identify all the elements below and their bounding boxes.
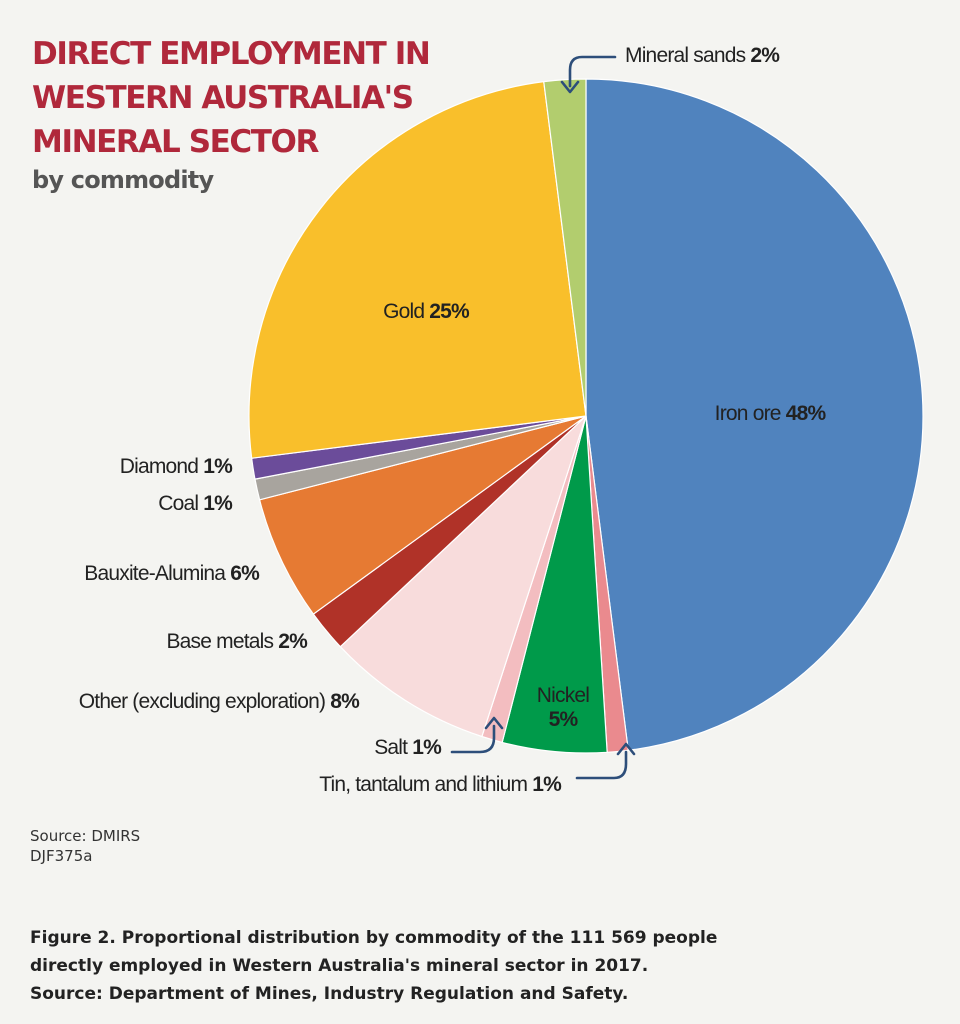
caption-line-2: directly employed in Western Australia's… [30, 956, 649, 976]
pie-slice-gold [248, 80, 587, 459]
slice-label-mineral-sands: Mineral sands 2% [625, 44, 780, 67]
slice-label-tin-tantalum-and-lithium: Tin, tantalum and lithium 1% [319, 773, 562, 796]
pie-slice-mineral-sands [543, 78, 587, 417]
slice-label-nickel: Nickel 5% [537, 684, 590, 731]
caption-line-1: Figure 2. Proportional distribution by c… [30, 928, 718, 948]
chart-subtitle: by commodity [32, 166, 214, 194]
caption-line-3: Source: Department of Mines, Industry Re… [30, 984, 629, 1004]
tin-tantalum-lithium-arrow [575, 750, 628, 780]
pie-chart: Iron ore 48% Tin, tantalum and lithium 1%… [79, 44, 924, 796]
salt-arrow-head [484, 716, 504, 730]
slice-label-bauxite-alumina: Bauxite-Alumina 6% [84, 562, 260, 585]
slice-label-base-metals: Base metals 2% [166, 630, 308, 653]
code-line: DJF375a [30, 847, 93, 865]
mineral-sands-arrow [568, 55, 617, 88]
pie-slice-other-excluding-exploration [339, 415, 587, 738]
slice-label-gold: Gold 25% [383, 300, 470, 323]
title-block: DIRECT EMPLOYMENT IN WESTERN AUSTRALIA'S… [32, 32, 431, 194]
chart-title-line-2: WESTERN AUSTRALIA'S [32, 80, 414, 116]
tin-tantalum-lithium-arrow-head [616, 742, 636, 756]
source-note: Source: DMIRS DJF375a [30, 826, 140, 866]
pie-slice-bauxite-alumina [258, 415, 587, 615]
slice-label-coal: Coal 1% [158, 492, 233, 515]
slice-label-salt: Salt 1% [374, 736, 442, 759]
slice-label-other-excluding-exploration: Other (excluding exploration) 8% [79, 690, 360, 713]
chart-title-line-1: DIRECT EMPLOYMENT IN [32, 36, 431, 72]
chart-title-line-3: MINERAL SECTOR [32, 124, 319, 160]
source-line: Source: DMIRS [30, 827, 141, 845]
salt-arrow [450, 724, 496, 754]
pie-slice-iron-ore [585, 78, 924, 752]
mineral-sands-arrow-head [560, 80, 580, 94]
figure-caption: Figure 2. Proportional distribution by c… [30, 924, 830, 1008]
slice-label-diamond: Diamond 1% [120, 455, 233, 478]
slice-label-iron-ore: Iron ore 48% [715, 402, 827, 425]
